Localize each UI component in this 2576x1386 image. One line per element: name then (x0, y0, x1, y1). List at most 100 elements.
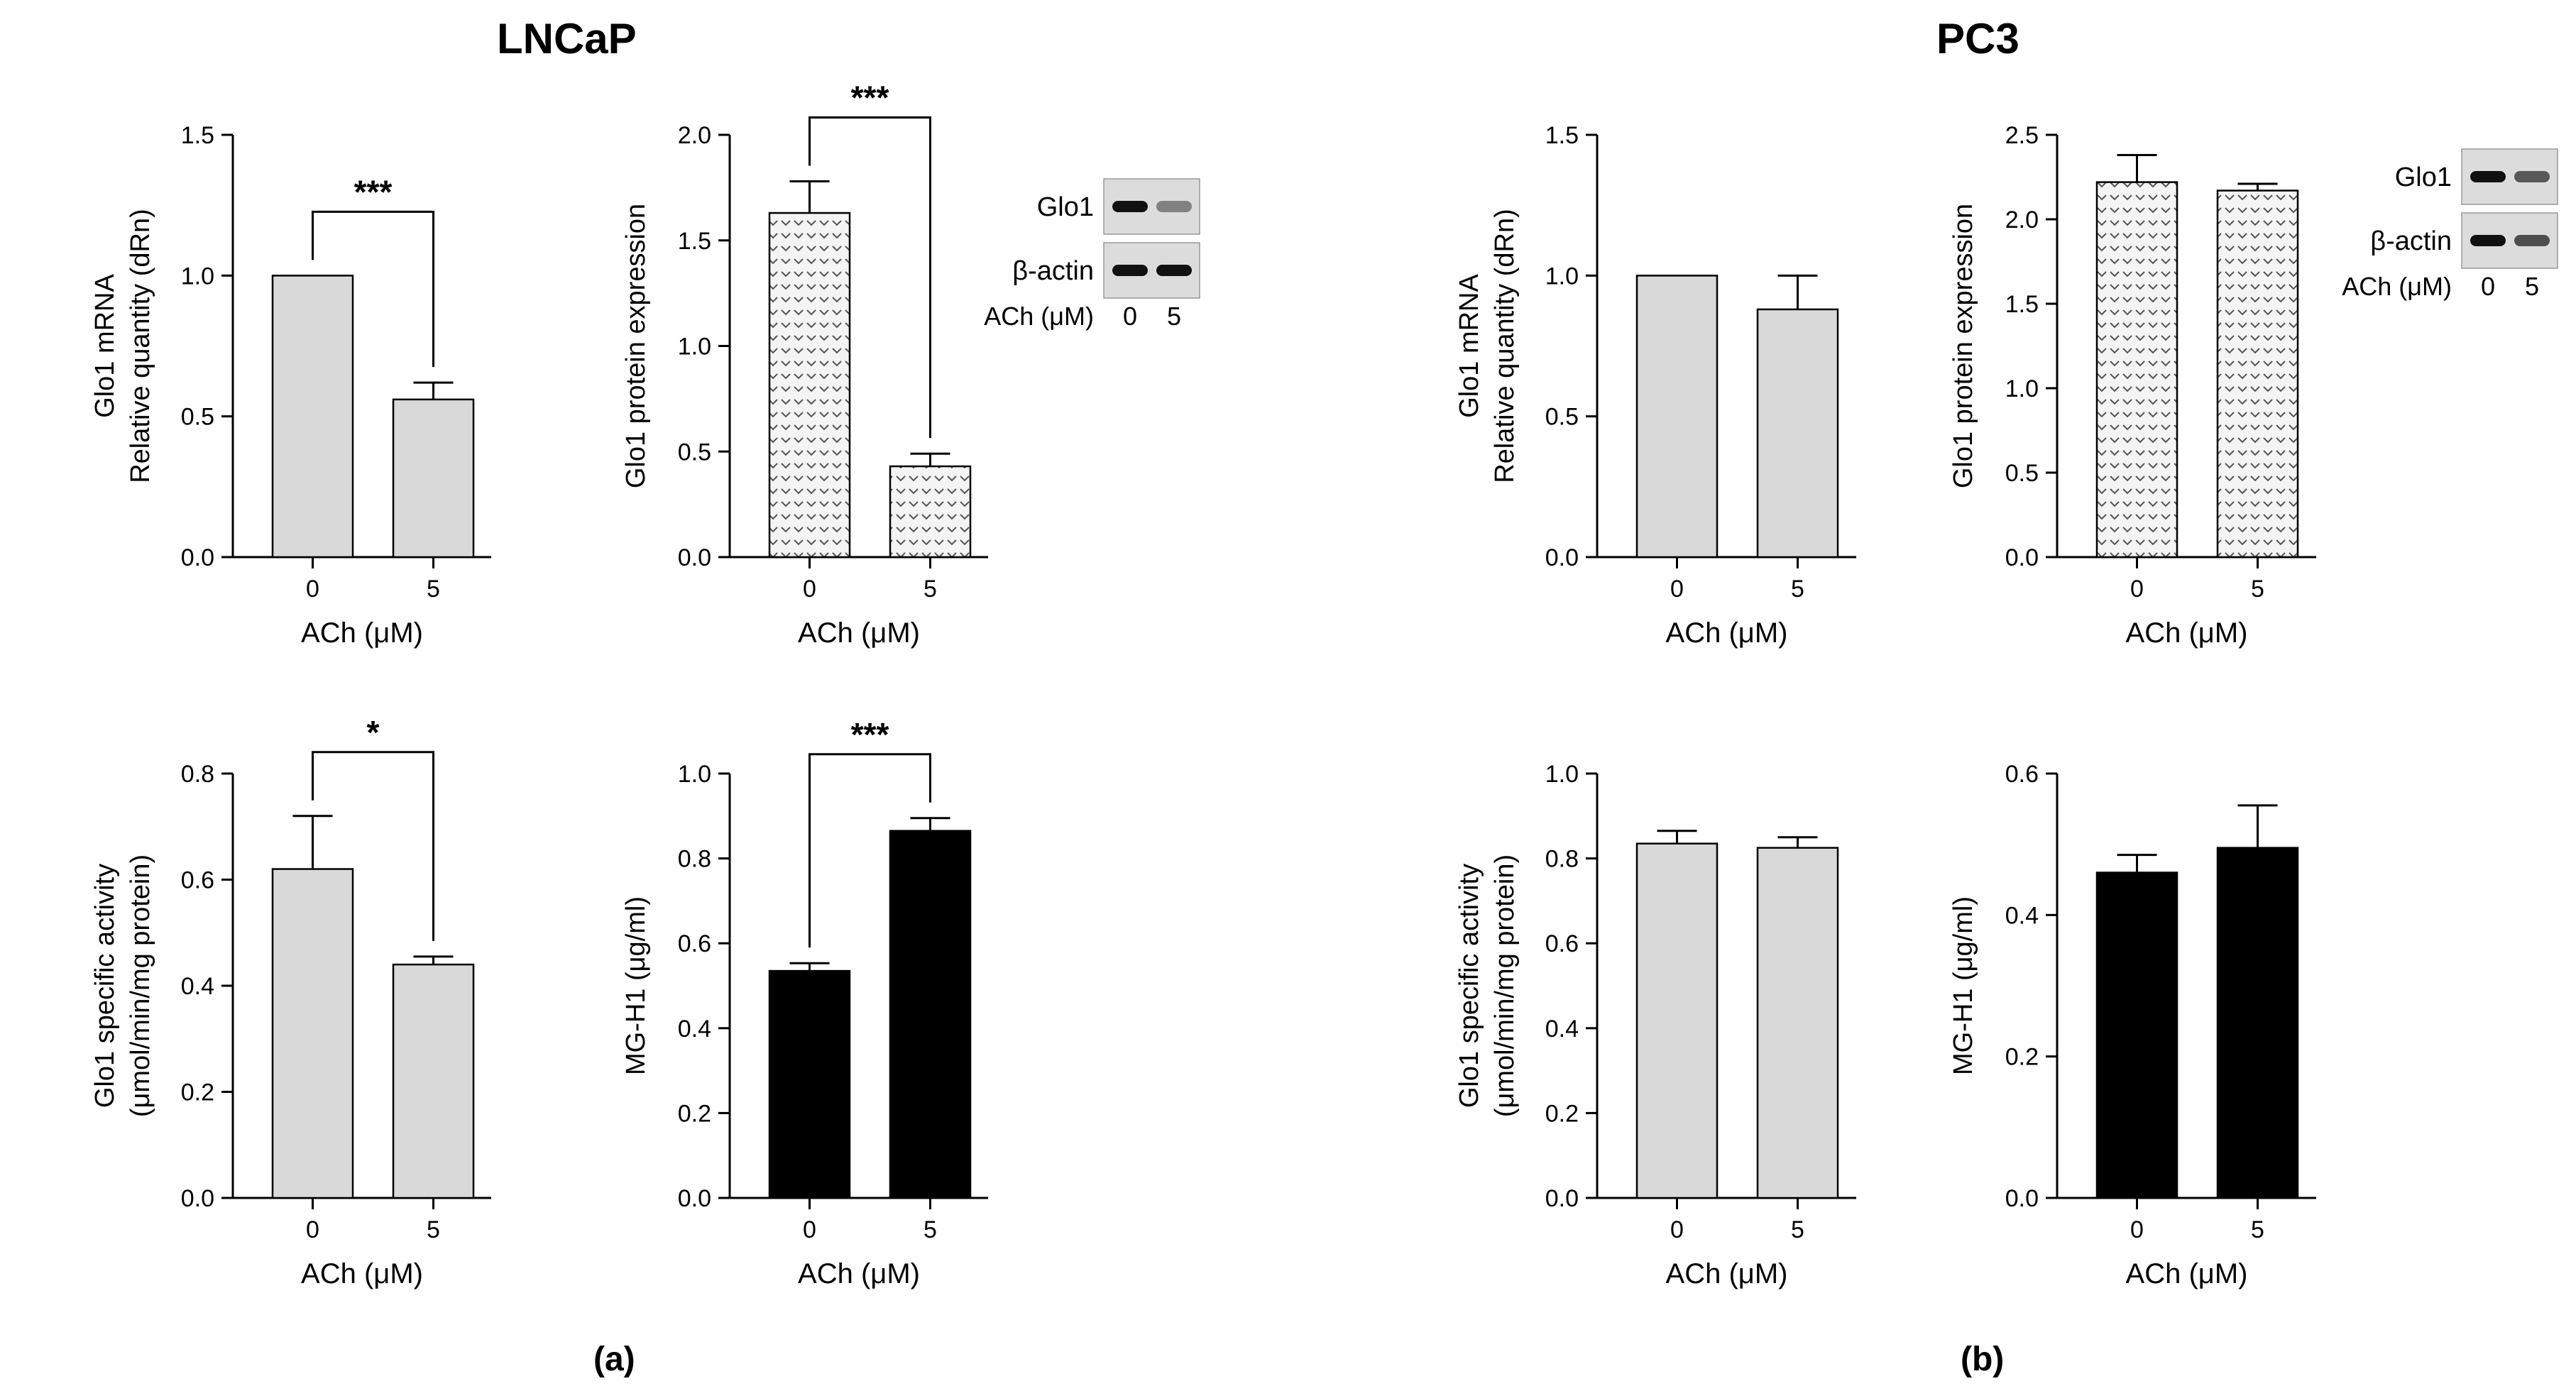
blot-lane-label: ACh (μM) (2342, 272, 2452, 301)
y-tick-label: 0.5 (678, 439, 711, 466)
x-tick-label: 0 (306, 1216, 319, 1243)
panel-label-a: (a) (593, 1341, 635, 1378)
y-tick-label: 2.0 (2005, 207, 2039, 233)
significance-label: * (367, 714, 380, 751)
blot-row-label: Glo1 (1037, 192, 1094, 222)
bar-0 (768, 211, 851, 559)
y-tick-label: 0.6 (181, 867, 214, 894)
y-tick-label: 0.6 (678, 930, 711, 957)
blot-lane-5: 5 (1167, 302, 1181, 331)
y-tick-label: 0.6 (2005, 761, 2039, 788)
y-axis-label: Relative quantity (dRn) (1490, 209, 1520, 483)
y-tick-label: 0.8 (1545, 846, 1579, 873)
y-tick-label: 0.4 (2005, 902, 2039, 929)
bar-0 (2095, 871, 2178, 1199)
blot-band (1112, 201, 1148, 212)
blot-row-label: Glo1 (2395, 163, 2452, 192)
significance-label: *** (851, 79, 889, 116)
bar-5 (889, 465, 972, 559)
bar-5 (392, 963, 475, 1199)
significance-bracket (312, 751, 434, 941)
x-tick-label: 0 (803, 1216, 816, 1243)
blot-band (1156, 265, 1192, 276)
y-tick-label: 0.8 (678, 846, 711, 873)
y-tick-label: 0.0 (1545, 1185, 1579, 1212)
x-axis-label: ACh (μM) (1666, 1258, 1788, 1289)
significance-bracket (809, 116, 931, 439)
bar-0 (271, 868, 354, 1199)
y-tick-label: 1.5 (1545, 122, 1579, 149)
y-tick-label: 0.4 (181, 973, 214, 1000)
x-tick-label: 5 (1791, 576, 1804, 603)
significance-label: *** (354, 173, 393, 210)
y-axis-label: (μmol/min/mg protein) (126, 854, 155, 1117)
blot-lane-5: 5 (2525, 272, 2539, 301)
x-tick-label: 0 (2130, 1216, 2144, 1243)
y-tick-label: 0.2 (181, 1079, 214, 1106)
y-axis-label: Glo1 protein expression (1949, 204, 1978, 488)
blot-band (1156, 201, 1192, 212)
x-axis-label: ACh (μM) (2126, 617, 2248, 649)
y-tick-label: 0.2 (2005, 1044, 2039, 1071)
y-axis-label: (μmol/min/mg protein) (1490, 854, 1520, 1117)
significance-bracket (312, 210, 434, 368)
y-tick-label: 0.5 (2005, 460, 2039, 487)
bar-5 (2216, 847, 2299, 1199)
y-axis-label: MG-H1 (μg/ml) (1949, 896, 1978, 1075)
y-tick-label: 0.6 (1545, 930, 1579, 957)
y-tick-label: 0.4 (1545, 1016, 1579, 1043)
y-axis-label: MG-H1 (μg/ml) (621, 896, 651, 1075)
y-tick-label: 0.0 (181, 1185, 214, 1212)
blot-row-label: β-actin (2370, 226, 2452, 256)
western-blot-inset: Glo1 β-actin ACh (μM) 0 5 (984, 178, 1200, 331)
y-tick-label: 1.0 (181, 263, 214, 290)
y-tick-label: 0.0 (2005, 544, 2039, 571)
x-tick-label: 0 (1670, 576, 1684, 603)
y-tick-label: 0.2 (678, 1100, 711, 1127)
y-tick-label: 0.4 (678, 1016, 711, 1043)
blot-band (1112, 265, 1148, 276)
y-tick-label: 0.2 (1545, 1100, 1579, 1127)
x-axis-label: ACh (μM) (301, 1258, 423, 1289)
y-tick-label: 0.0 (2005, 1185, 2039, 1212)
title-lncap: LNCaP (497, 15, 637, 62)
bar-5 (392, 398, 475, 559)
blot-band (2470, 171, 2506, 182)
x-tick-label: 5 (2251, 1216, 2264, 1243)
y-axis-label: Glo1 specific activity (1454, 864, 1484, 1108)
blot-lane-0: 0 (2481, 272, 2495, 301)
x-tick-label: 0 (803, 576, 816, 603)
y-tick-label: 0.5 (1545, 404, 1579, 431)
y-tick-label: 1.0 (678, 334, 711, 361)
x-tick-label: 0 (306, 576, 319, 603)
y-tick-label: 1.5 (2005, 291, 2039, 318)
x-tick-label: 5 (1791, 1216, 1804, 1243)
x-axis-label: ACh (μM) (301, 617, 423, 649)
x-tick-label: 5 (923, 1216, 937, 1243)
y-tick-label: 2.0 (678, 122, 711, 149)
blot-row-label: β-actin (1012, 256, 1094, 286)
bar-5 (1756, 847, 1839, 1199)
y-axis-label: Glo1 protein expression (621, 204, 651, 488)
significance-bracket (809, 753, 931, 948)
bar-0 (768, 969, 851, 1199)
blot-band (2514, 171, 2550, 182)
x-tick-label: 0 (2130, 576, 2144, 603)
y-axis-label: Glo1 specific activity (90, 864, 120, 1108)
panel-label-b: (b) (1961, 1341, 2005, 1378)
x-axis-label: ACh (μM) (798, 617, 920, 649)
bar-0 (1635, 842, 1719, 1199)
y-tick-label: 0.0 (678, 1185, 711, 1212)
y-axis-label: Relative quantity (dRn) (126, 209, 155, 483)
significance-label: *** (851, 716, 889, 753)
y-tick-label: 1.0 (1545, 263, 1579, 290)
blot-band (2514, 235, 2550, 246)
